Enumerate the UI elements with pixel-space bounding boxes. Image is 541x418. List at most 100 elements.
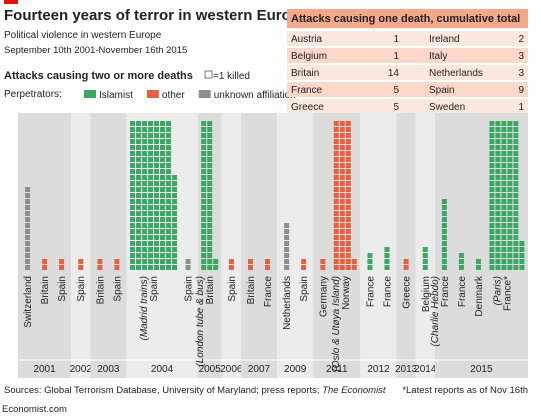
square xyxy=(513,199,519,204)
square xyxy=(513,211,519,216)
square xyxy=(25,205,31,210)
attack xyxy=(475,259,481,270)
square xyxy=(142,193,148,198)
table-value: 1 xyxy=(393,51,399,62)
square xyxy=(333,205,339,210)
square xyxy=(345,157,351,162)
square xyxy=(201,205,207,210)
square xyxy=(201,133,207,138)
square xyxy=(495,133,501,138)
square xyxy=(475,259,481,264)
square xyxy=(142,205,148,210)
square xyxy=(142,235,148,240)
square xyxy=(501,223,507,228)
square xyxy=(519,253,525,258)
square xyxy=(441,265,447,270)
square xyxy=(422,259,428,264)
square xyxy=(489,235,495,240)
square xyxy=(207,253,213,258)
square xyxy=(489,253,495,258)
square xyxy=(345,151,351,156)
square xyxy=(166,211,172,216)
square xyxy=(166,223,172,228)
attack-label: Germany xyxy=(318,276,329,317)
square xyxy=(142,247,148,252)
square xyxy=(59,259,65,264)
square xyxy=(25,241,31,246)
square xyxy=(207,151,213,156)
square xyxy=(495,241,501,246)
attack xyxy=(78,259,84,270)
square xyxy=(148,217,154,222)
square xyxy=(489,217,495,222)
unit-swatch xyxy=(204,70,213,79)
square xyxy=(136,187,142,192)
square xyxy=(172,241,178,246)
square xyxy=(339,163,345,168)
year-band xyxy=(415,113,435,378)
square xyxy=(507,145,513,150)
square xyxy=(339,133,345,138)
square xyxy=(495,253,501,258)
square xyxy=(207,121,213,126)
square xyxy=(160,163,166,168)
square xyxy=(489,169,495,174)
square xyxy=(166,127,172,132)
square xyxy=(142,121,148,126)
square xyxy=(142,253,148,258)
square xyxy=(403,259,409,264)
square xyxy=(78,259,84,264)
square xyxy=(172,217,178,222)
table-value: 3 xyxy=(518,51,524,62)
attack xyxy=(403,259,409,270)
square xyxy=(136,157,142,162)
square xyxy=(154,217,160,222)
square xyxy=(513,229,519,234)
square xyxy=(166,145,172,150)
table-row-bg xyxy=(287,82,528,97)
square xyxy=(441,259,447,264)
attack-note: (Paris) xyxy=(492,276,503,305)
square xyxy=(301,265,307,270)
square xyxy=(265,259,270,264)
square xyxy=(207,127,213,132)
attack xyxy=(458,253,464,270)
square xyxy=(475,265,481,270)
attack-note: (Oslo & Utøya Island) xyxy=(331,276,342,372)
square xyxy=(201,247,207,252)
square xyxy=(495,157,501,162)
square xyxy=(489,139,495,144)
square xyxy=(148,205,154,210)
table-country: Ireland xyxy=(429,34,460,45)
square xyxy=(154,253,160,258)
square xyxy=(207,217,213,222)
square xyxy=(201,229,207,234)
square xyxy=(345,199,351,204)
square xyxy=(507,199,513,204)
date-range: September 10th 2001-November 16th 2015 xyxy=(4,45,187,56)
table-value: 2 xyxy=(518,34,524,45)
square xyxy=(148,127,154,132)
sources-italic: The Economist xyxy=(322,385,386,396)
square xyxy=(495,229,501,234)
square xyxy=(501,157,507,162)
square xyxy=(489,211,495,216)
square xyxy=(339,217,345,222)
year-band xyxy=(360,113,397,378)
square xyxy=(185,265,191,270)
attack xyxy=(228,259,234,270)
square xyxy=(136,229,142,234)
square xyxy=(339,145,345,150)
square xyxy=(154,187,160,192)
square xyxy=(25,211,31,216)
square xyxy=(284,235,290,240)
square xyxy=(519,259,525,264)
square xyxy=(201,169,207,174)
square xyxy=(345,247,351,252)
square xyxy=(495,121,501,126)
square xyxy=(160,253,166,258)
square xyxy=(345,259,351,264)
square xyxy=(507,247,513,252)
square xyxy=(207,187,213,192)
square xyxy=(160,229,166,234)
